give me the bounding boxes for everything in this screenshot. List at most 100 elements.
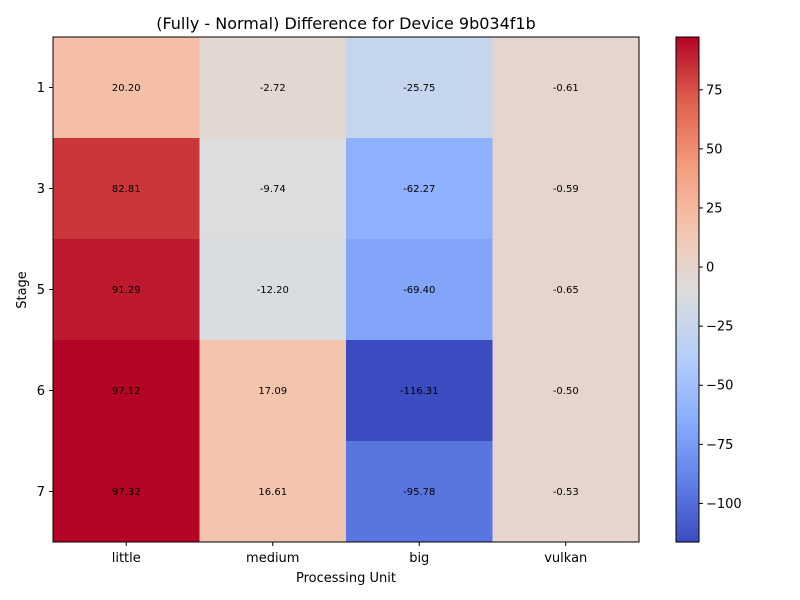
- colorbar-segment: [676, 185, 699, 190]
- colorbar-segment: [676, 143, 699, 147]
- heatmap-cells: 20.20 -2.72 -25.75 -0.61 82.81 -9.74 -62.27 -0.…: [53, 37, 640, 543]
- colorbar-segment: [676, 302, 699, 306]
- colorbar-segment: [676, 148, 699, 152]
- colorbar-segment: [676, 105, 699, 109]
- colorbar-segment: [676, 77, 699, 81]
- colorbar-segment: [676, 241, 699, 245]
- colorbar-segment: [676, 387, 699, 392]
- colorbar-segment: [676, 239, 699, 243]
- colorbar-segment: [676, 112, 699, 116]
- colorbar-segment: [676, 372, 699, 376]
- colorbar-segment: [676, 309, 699, 313]
- colorbar-segment: [676, 271, 699, 275]
- colorbar-segment: [676, 97, 699, 101]
- colorbar-segment: [676, 362, 699, 366]
- colorbar-segment: [676, 127, 699, 132]
- colorbar-segment: [676, 79, 699, 84]
- colorbar-tick-label: −50: [706, 379, 733, 394]
- colorbar-tick-label: 0: [706, 261, 714, 276]
- y-axis-label: Stage: [15, 271, 30, 309]
- colorbar-segment: [676, 473, 699, 477]
- colorbar-segment: [676, 327, 699, 331]
- colorbar-segment: [676, 44, 699, 48]
- colorbar-segment: [676, 72, 699, 76]
- colorbar-segment: [676, 64, 699, 68]
- colorbar-segment: [676, 430, 699, 435]
- colorbar-frame: [675, 36, 700, 543]
- colorbar-segment: [676, 483, 699, 488]
- colorbar-segment: [676, 496, 699, 500]
- colorbar-segment: [676, 203, 699, 207]
- colorbar-segment: [676, 132, 699, 137]
- colorbar-segment: [676, 521, 699, 525]
- colorbar-segment: [676, 286, 699, 291]
- heatmap-cell: [199, 340, 347, 442]
- heatmap-cell: [492, 138, 640, 240]
- y-tick-label: 6: [37, 384, 45, 399]
- colorbar-segment: [676, 39, 699, 43]
- colorbar-segment: [676, 297, 699, 301]
- heatmap-cell: [53, 138, 200, 240]
- cell-value-label: -0.50: [553, 386, 579, 397]
- colorbar-segment: [676, 160, 699, 164]
- colorbar-segment: [676, 393, 699, 397]
- colorbar-segment: [676, 259, 699, 263]
- cell-value-label: 17.09: [258, 386, 287, 397]
- colorbar-segment: [676, 254, 699, 258]
- colorbar-segment: [676, 57, 699, 61]
- colorbar-segment: [676, 488, 699, 493]
- colorbar-segment: [676, 266, 699, 270]
- colorbar-segment: [676, 170, 699, 174]
- colorbar-segment: [676, 514, 699, 518]
- colorbar-segment: [676, 84, 699, 89]
- colorbar-segment: [676, 524, 699, 528]
- colorbar-segment: [676, 201, 699, 205]
- colorbar-segment: [676, 453, 699, 457]
- x-tick-label: vulkan: [544, 551, 587, 566]
- colorbar-segment: [676, 140, 699, 144]
- colorbar-segment: [676, 418, 699, 422]
- colorbar-segment: [676, 511, 699, 515]
- colorbar-segment: [676, 420, 699, 424]
- colorbar-segment: [676, 347, 699, 351]
- colorbar-segment: [676, 92, 699, 96]
- cell-value-label: -0.61: [553, 83, 579, 94]
- colorbar-segment: [676, 122, 699, 126]
- colorbar-segment: [676, 90, 699, 94]
- colorbar-segment: [676, 334, 699, 339]
- colorbar-segment: [676, 509, 699, 513]
- heatmap-cell: [346, 37, 493, 139]
- colorbar-segment: [676, 299, 699, 303]
- colorbar-segment: [676, 403, 699, 407]
- heatmap-cell: [346, 441, 493, 543]
- x-tick-label: medium: [246, 551, 299, 566]
- colorbar-segment: [676, 491, 699, 495]
- colorbar-segment: [676, 448, 699, 452]
- colorbar-segment: [676, 476, 699, 480]
- colorbar-segment: [676, 451, 699, 455]
- colorbar-segment: [676, 350, 699, 354]
- colorbar-segment: [676, 529, 699, 533]
- colorbar-segment: [676, 481, 699, 485]
- colorbar-segment: [676, 223, 699, 227]
- x-tick-label: little: [112, 551, 141, 566]
- colorbar-tick-label: −25: [706, 320, 733, 335]
- colorbar-segment: [676, 100, 699, 104]
- colorbar-segment: [676, 117, 699, 121]
- colorbar-tick-label: 50: [706, 142, 723, 157]
- cell-value-label: -9.74: [260, 184, 286, 195]
- cell-value-label: 20.20: [112, 83, 141, 94]
- cell-value-label: 97.12: [112, 386, 141, 397]
- colorbar-segment: [676, 191, 699, 195]
- colorbar-segment: [676, 410, 699, 414]
- colorbar-segment: [676, 274, 699, 278]
- cell-value-label: 82.81: [112, 184, 141, 195]
- colorbar-segment: [676, 423, 699, 427]
- colorbar-segment: [676, 471, 699, 475]
- colorbar-segment: [676, 345, 699, 349]
- colorbar-segment: [676, 130, 699, 134]
- colorbar-segment: [676, 69, 699, 73]
- cell-value-label: -116.31: [400, 386, 439, 397]
- colorbar-segment: [676, 468, 699, 472]
